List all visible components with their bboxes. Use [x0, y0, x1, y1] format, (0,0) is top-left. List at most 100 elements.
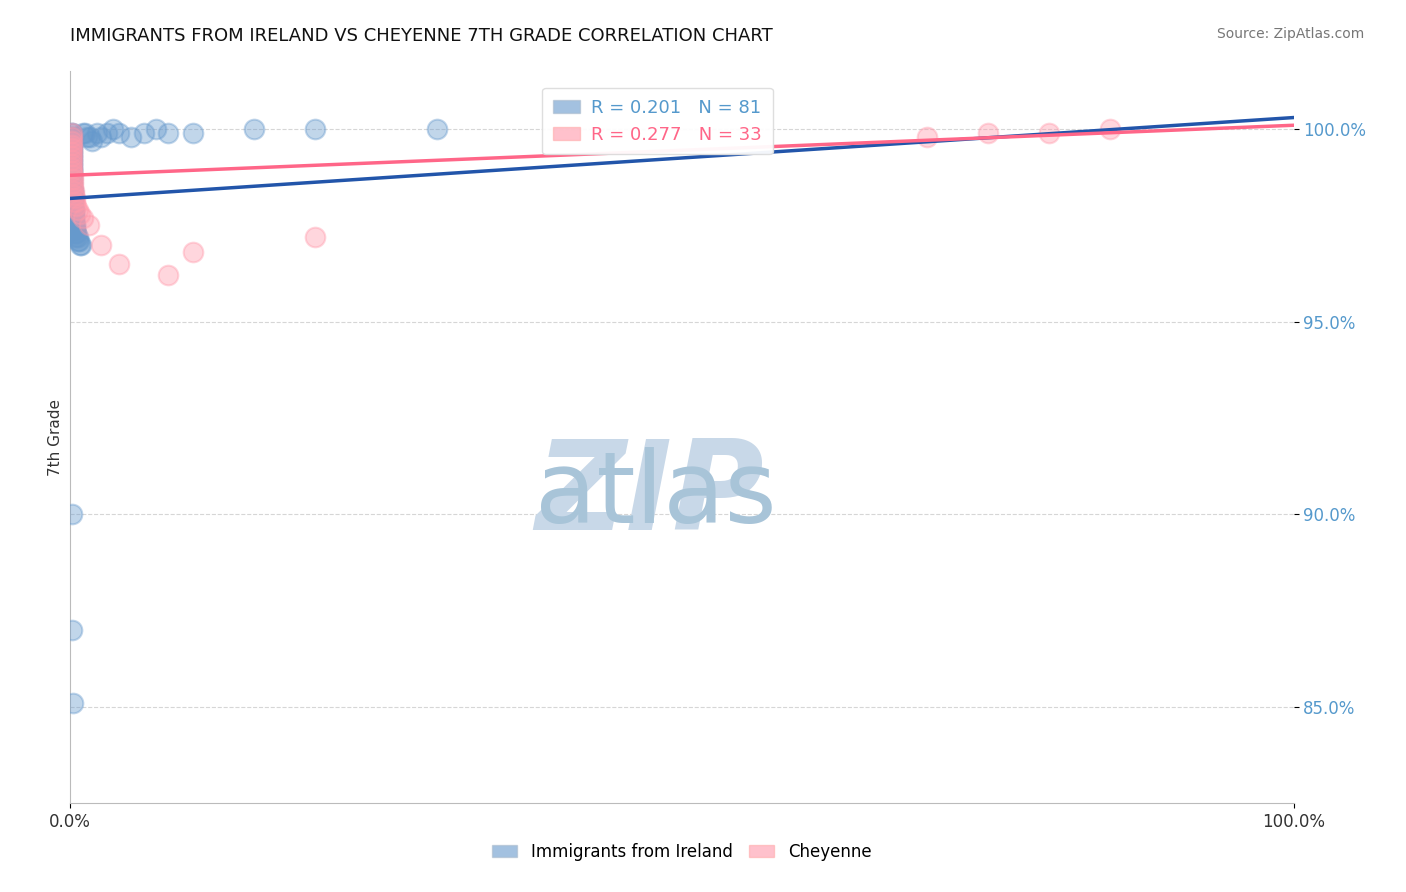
Point — [145, 122, 167, 136]
Point — [60, 149, 83, 163]
Point — [243, 122, 266, 136]
Point — [60, 157, 83, 171]
Point — [1038, 126, 1060, 140]
Point — [62, 184, 84, 198]
Point — [62, 184, 84, 198]
Point — [62, 172, 84, 186]
Point — [304, 122, 326, 136]
Point — [72, 211, 94, 225]
Point — [62, 187, 84, 202]
Point — [65, 226, 87, 240]
Point — [65, 199, 87, 213]
Point — [60, 141, 83, 155]
Point — [62, 199, 84, 213]
Point — [62, 179, 84, 194]
Point — [60, 179, 83, 194]
Point — [121, 129, 143, 144]
Point — [60, 153, 83, 167]
Point — [90, 237, 112, 252]
Point — [62, 169, 84, 183]
Point — [60, 507, 83, 521]
Point — [60, 129, 83, 144]
Point — [77, 219, 100, 233]
Point — [69, 207, 91, 221]
Point — [66, 230, 89, 244]
Text: atlas: atlas — [536, 447, 776, 544]
Point — [60, 161, 83, 175]
Point — [63, 187, 86, 202]
Point — [60, 129, 83, 144]
Point — [60, 134, 83, 148]
Point — [63, 202, 86, 217]
Point — [62, 191, 84, 205]
Point — [60, 126, 83, 140]
Text: ZIP: ZIP — [536, 435, 763, 556]
Point — [60, 129, 83, 144]
Point — [65, 226, 87, 240]
Point — [63, 214, 86, 228]
Point — [60, 164, 83, 178]
Point — [62, 191, 84, 205]
Point — [63, 211, 86, 225]
Legend: Immigrants from Ireland, Cheyenne: Immigrants from Ireland, Cheyenne — [486, 837, 877, 868]
Point — [60, 145, 83, 160]
Point — [157, 126, 180, 140]
Point — [60, 141, 83, 155]
Point — [60, 126, 83, 140]
Point — [63, 202, 86, 217]
Point — [60, 149, 83, 163]
Point — [63, 184, 86, 198]
Point — [426, 122, 449, 136]
Point — [60, 169, 83, 183]
Point — [181, 126, 204, 140]
Point — [60, 164, 83, 178]
Point — [60, 161, 83, 175]
Point — [63, 211, 86, 225]
Text: Source: ZipAtlas.com: Source: ZipAtlas.com — [1216, 27, 1364, 41]
Point — [82, 134, 104, 148]
Point — [63, 222, 86, 236]
Point — [108, 126, 131, 140]
Point — [72, 126, 94, 140]
Point — [60, 176, 83, 190]
Point — [60, 137, 83, 152]
Point — [60, 126, 83, 140]
Point — [132, 126, 155, 140]
Point — [62, 187, 84, 202]
Point — [60, 153, 83, 167]
Point — [63, 219, 86, 233]
Point — [62, 195, 84, 210]
Point — [181, 245, 204, 260]
Point — [60, 623, 83, 637]
Point — [62, 696, 84, 710]
Point — [60, 164, 83, 178]
Point — [976, 126, 998, 140]
Point — [60, 137, 83, 152]
Point — [63, 222, 86, 236]
Point — [63, 191, 86, 205]
Point — [157, 268, 180, 283]
Point — [60, 169, 83, 183]
Point — [60, 157, 83, 171]
Point — [86, 126, 108, 140]
Point — [60, 172, 83, 186]
Point — [96, 126, 118, 140]
Point — [76, 129, 98, 144]
Text: IMMIGRANTS FROM IRELAND VS CHEYENNE 7TH GRADE CORRELATION CHART: IMMIGRANTS FROM IRELAND VS CHEYENNE 7TH … — [70, 27, 773, 45]
Point — [60, 172, 83, 186]
Point — [90, 129, 112, 144]
Point — [60, 179, 83, 194]
Point — [915, 129, 938, 144]
Point — [60, 161, 83, 175]
Point — [60, 149, 83, 163]
Point — [108, 257, 131, 271]
Point — [60, 141, 83, 155]
Point — [63, 207, 86, 221]
Point — [304, 230, 326, 244]
Point — [70, 237, 93, 252]
Point — [66, 202, 89, 217]
Point — [63, 207, 86, 221]
Point — [60, 176, 83, 190]
Point — [65, 230, 87, 244]
Point — [66, 234, 89, 248]
